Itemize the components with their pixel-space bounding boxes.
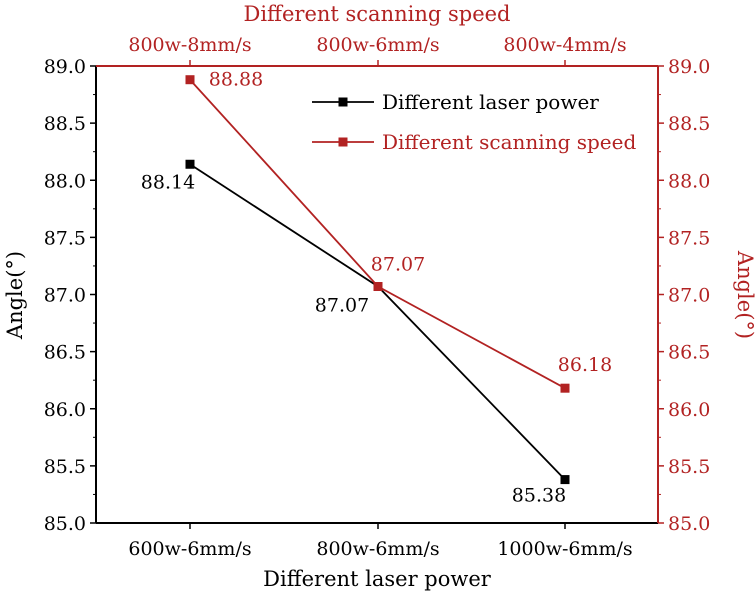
y2-tick-label: 85.5 xyxy=(668,456,710,478)
y2-tick-label: 86.0 xyxy=(668,399,710,421)
series-line-scanning-speed xyxy=(189,79,566,389)
data-label-laser-power: 85.38 xyxy=(512,485,566,507)
data-point-scanning-speed xyxy=(373,282,383,292)
y-tick-label: 88.5 xyxy=(44,113,86,135)
y-tick-label: 88.0 xyxy=(44,170,86,192)
x-tick-label: 800w-6mm/s xyxy=(316,538,439,560)
y-tick-label: 85.5 xyxy=(44,456,86,478)
series-line-laser-power xyxy=(189,163,566,481)
x2-tick-label: 800w-6mm/s xyxy=(316,34,439,56)
y-tick-label: 87.0 xyxy=(44,285,86,307)
y2-tick-label: 86.5 xyxy=(668,342,710,364)
x2-tick-label: 800w-4mm/s xyxy=(503,34,626,56)
y2-tick-label: 89.0 xyxy=(668,56,710,78)
legend-label: Different scanning speed xyxy=(382,130,636,154)
data-point-scanning-speed xyxy=(185,75,195,85)
data-point-laser-power xyxy=(560,475,570,485)
y2-tick-label: 87.0 xyxy=(668,285,710,307)
y-tick-label: 87.5 xyxy=(44,227,86,249)
y2-tick-label: 88.5 xyxy=(668,113,710,135)
y-axis-title: Angle(°) xyxy=(3,251,27,340)
y-tick-label: 86.0 xyxy=(44,399,86,421)
x2-tick-label: 800w-8mm/s xyxy=(128,34,251,56)
y2-axis-title: Angle(°) xyxy=(733,250,755,339)
data-label-scanning-speed: 88.88 xyxy=(209,69,263,91)
y-tick-label: 89.0 xyxy=(44,56,86,78)
x-tick-label: 1000w-6mm/s xyxy=(497,538,632,560)
y-tick-label: 85.0 xyxy=(44,513,86,535)
y2-tick-label: 88.0 xyxy=(668,170,710,192)
data-label-laser-power: 88.14 xyxy=(141,171,195,193)
data-point-laser-power xyxy=(185,159,195,169)
legend-marker xyxy=(338,97,348,107)
x-axis-title: Different laser power xyxy=(263,567,492,591)
data-point-scanning-speed xyxy=(560,383,570,393)
x2-axis-title: Different scanning speed xyxy=(244,2,511,26)
x-tick-label: 600w-6mm/s xyxy=(128,538,251,560)
y2-tick-label: 87.5 xyxy=(668,227,710,249)
y2-tick-label: 85.0 xyxy=(668,513,710,535)
data-label-laser-power: 87.07 xyxy=(315,295,369,317)
legend-label: Different laser power xyxy=(382,90,599,114)
y-tick-label: 86.5 xyxy=(44,342,86,364)
data-label-scanning-speed: 86.18 xyxy=(558,354,612,376)
data-label-scanning-speed: 87.07 xyxy=(371,254,425,276)
legend-marker xyxy=(338,137,348,147)
